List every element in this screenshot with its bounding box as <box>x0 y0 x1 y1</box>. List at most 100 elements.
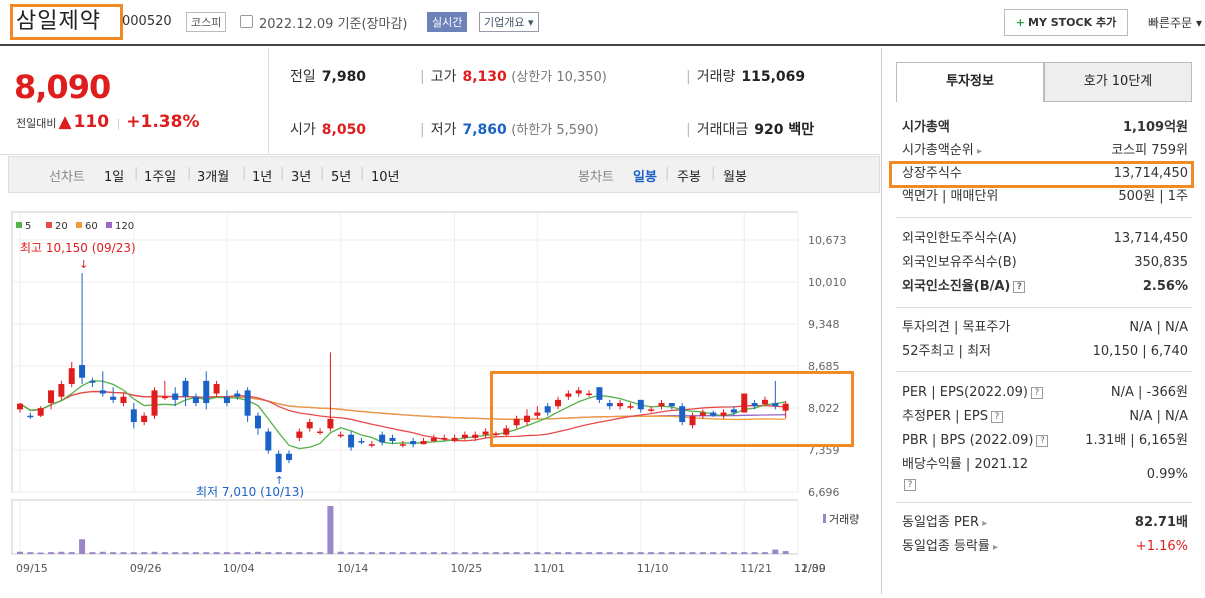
tab-1d[interactable]: 1일 <box>104 170 125 185</box>
divider: | <box>187 166 192 181</box>
candle-body <box>17 403 23 410</box>
candle-body <box>89 380 96 383</box>
info-value: +1.16% <box>1135 539 1188 554</box>
volume-bar <box>492 552 499 554</box>
candle-body <box>348 434 355 448</box>
tab-1y[interactable]: 1년 <box>252 170 273 185</box>
tab-5y[interactable]: 5년 <box>331 170 352 185</box>
realtime-button[interactable]: 실시간 <box>427 12 468 32</box>
min-price-label: 최저 7,010 (10/13) <box>196 485 304 499</box>
trading-amount: | 거래대금 920 백만 <box>686 119 814 139</box>
info-row-est-per: 추정PER | EPS? N/A | N/A <box>902 407 1192 431</box>
candlestick-chart-svg: 10,673 10,010 9,348 8,685 8,022 7,359 6,696 09/… <box>11 211 859 575</box>
info-value: N/A | N/A <box>1129 320 1188 335</box>
info-row-sector-change[interactable]: 동일업종 등락률 ▸ +1.16% <box>902 537 1192 561</box>
candle-body <box>79 365 86 378</box>
tab-3y[interactable]: 3년 <box>291 170 312 185</box>
volume-bar <box>286 552 293 554</box>
tab-3m[interactable]: 3개월 <box>197 170 230 185</box>
info-key: 시가총액 <box>902 120 950 135</box>
amount-label: 거래대금 <box>696 122 749 138</box>
candle-body <box>48 390 55 404</box>
change-label: 전일대비 <box>16 117 57 130</box>
investment-info-panel: 투자정보 호가 10단계 시가총액 1,109억원 시가총액순위 ▸ 코스피 759… <box>881 48 1205 594</box>
volume-bar <box>58 551 65 554</box>
company-overview-dropdown[interactable]: 기업개요 ▾ <box>479 12 539 32</box>
volume-bar <box>172 552 179 554</box>
info-row-sector-per[interactable]: 동일업종 PER ▸ 82.71배 <box>902 513 1192 537</box>
tab-daily[interactable]: 일봉 <box>633 170 657 185</box>
tab-10y[interactable]: 10년 <box>371 170 400 185</box>
tab-monthly[interactable]: 월봉 <box>723 170 747 185</box>
candle-body <box>368 444 375 446</box>
candle-body <box>389 437 396 442</box>
volume-bar <box>606 552 613 554</box>
tab-1w[interactable]: 1주일 <box>144 170 177 185</box>
volume-bar <box>741 552 748 554</box>
candle-body <box>172 393 179 400</box>
divider <box>268 48 269 154</box>
volume-bar <box>782 551 789 554</box>
volume-bar <box>648 552 655 554</box>
tab-order-book[interactable]: 호가 10단계 <box>1044 62 1192 102</box>
candle-body <box>399 444 406 446</box>
current-price: 8,090 <box>14 68 111 106</box>
calendar-icon <box>240 15 253 28</box>
line-chart-label: 선차트 <box>49 170 85 185</box>
candle-body <box>555 399 562 407</box>
y-tick-label: 6,696 <box>808 486 840 499</box>
volume: | 거래량 115,069 <box>686 66 805 86</box>
volume-bar <box>368 552 375 554</box>
quick-order-link[interactable]: 빠른주문 ▾ <box>1148 14 1202 31</box>
volume-bar <box>37 552 44 554</box>
volume-bar <box>130 552 137 554</box>
help-icon[interactable]: ? <box>990 410 1003 423</box>
my-stock-add-button[interactable]: + MY STOCK 추가 <box>1004 9 1128 36</box>
legend-swatch <box>106 222 112 228</box>
volume-bar <box>327 506 334 554</box>
candle-body <box>141 415 148 423</box>
up-arrow-icon: ↑ <box>275 474 284 487</box>
volume-bar <box>658 552 665 554</box>
volume-bar <box>637 552 644 554</box>
info-value: N/A | -366원 <box>1110 385 1188 400</box>
open-value: 8,050 <box>321 122 367 138</box>
market-badge: 코스피 <box>186 12 227 32</box>
change-percent: +1.38% <box>126 112 200 132</box>
y-tick-label: 8,685 <box>808 360 840 373</box>
info-key: 시가총액순위 <box>902 143 974 158</box>
divider: | <box>420 122 425 138</box>
tab-weekly[interactable]: 주봉 <box>677 170 701 185</box>
volume-bar <box>161 552 168 554</box>
info-row-opinion: 투자의견 | 목표주가 N/A | N/A <box>902 318 1192 342</box>
my-stock-label: MY STOCK 추가 <box>1028 16 1117 29</box>
divider <box>896 502 1192 503</box>
candle-body <box>441 437 448 440</box>
help-icon[interactable]: ? <box>904 478 916 491</box>
candle-body <box>617 403 624 407</box>
chevron-right-icon: ▸ <box>973 146 982 157</box>
divider: | <box>711 166 716 181</box>
divider: | <box>686 69 691 85</box>
candle-body <box>513 418 520 426</box>
stock-chart[interactable]: 10,673 10,010 9,348 8,685 8,022 7,359 6,696 09/… <box>0 194 880 594</box>
candle-body <box>410 441 417 445</box>
candle-body <box>110 396 117 400</box>
candle-body <box>254 415 261 429</box>
volume-bar <box>48 552 55 554</box>
help-icon[interactable]: ? <box>1030 386 1043 399</box>
candle-body <box>637 399 644 410</box>
candle-body <box>27 415 34 418</box>
volume-bar <box>482 552 489 554</box>
volume-bar <box>617 552 624 554</box>
candle-body <box>265 431 272 451</box>
volume-bar <box>699 552 706 554</box>
divider: | <box>280 166 285 181</box>
tab-investment-info[interactable]: 투자정보 <box>896 62 1044 102</box>
info-value: 코스피 759위 <box>1111 143 1188 158</box>
volume-bar <box>627 552 634 554</box>
help-icon[interactable]: ? <box>1013 280 1026 293</box>
candle-body <box>296 431 303 438</box>
info-row-cap-rank[interactable]: 시가총액순위 ▸ 코스피 759위 <box>902 141 1192 165</box>
help-icon[interactable]: ? <box>1036 434 1049 447</box>
